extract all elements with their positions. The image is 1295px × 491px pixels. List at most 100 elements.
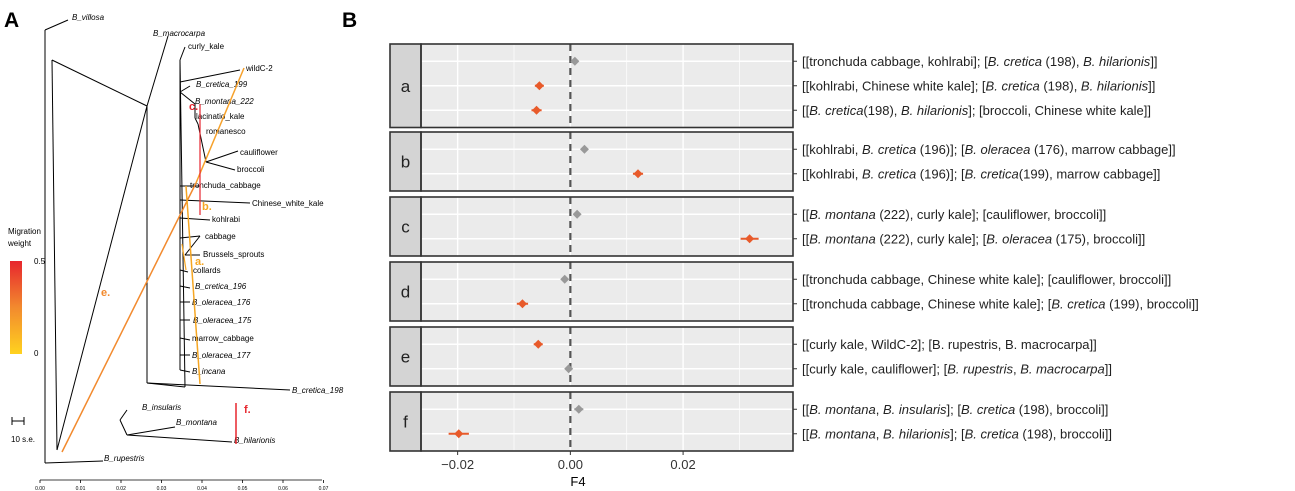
f4-row-label-part: B. oleracea (965, 142, 1031, 157)
tree-tip-label: curly_kale (188, 42, 225, 51)
f4-point (517, 299, 527, 309)
tree-axis-tick-label: 0.06 (278, 486, 288, 491)
f4-x-axis: −0.02 0.00 0.02 (441, 451, 696, 472)
f4-row-label-part: [[ (802, 231, 810, 246)
tree-tip-label: collards (193, 266, 221, 275)
f4-row-label-part: [[kohlrabi, (802, 142, 862, 157)
tree-tip-label: B_oleracea_177 (192, 351, 251, 360)
tree-branch (51, 59, 148, 107)
f4-row-label-part: [[kohlrabi, Chinese white kale]; [ (802, 78, 986, 93)
tree-branch (179, 269, 189, 273)
f4-point (745, 234, 755, 244)
f4-row-label-part: [[tronchuda cabbage, kohlrabi]; [ (802, 54, 988, 69)
f4-row-label-part: (196)]; [ (916, 166, 965, 181)
tree-tip-label: B_rupestris (104, 454, 144, 463)
f4-row-label-part: , (876, 426, 883, 441)
f4-row-label-part: B. cretica (1051, 296, 1105, 311)
migration-label: b. (202, 201, 212, 213)
facet-border (420, 391, 794, 452)
facet-e: [[curly kale, WildC-2]; [B. rupestris, B… (389, 326, 1112, 387)
scale-bar: 10 s.e. (11, 417, 35, 444)
f4-point (534, 81, 544, 91)
f4-row-label-part: (176), marrow cabbage]] (1030, 142, 1175, 157)
tree-tip-label: B_cretica_196 (195, 282, 247, 291)
facet-strip-label: f (403, 413, 408, 432)
migration-label: f. (244, 404, 251, 416)
f4-row-label-part: ]] (1150, 54, 1157, 69)
legend-max-label: 0.5 (34, 257, 46, 266)
f4-row-label-part: B. cretica (961, 402, 1015, 417)
facet-d: [[tronchuda cabbage, Chinese white kale]… (389, 261, 1199, 322)
tree-branch (205, 161, 236, 171)
tree-branch (146, 382, 291, 391)
f4-row-label-part: [[ (802, 402, 810, 417)
f4-point (633, 169, 643, 179)
facet-background (421, 262, 793, 321)
tree-tip-label: tronchuda_cabbage (190, 181, 261, 190)
tree-axis-tick-label: 0.02 (116, 486, 126, 491)
tree-tip-label: wildC-2 (245, 64, 273, 73)
f4-row-label-part: (198), broccoli]] (1015, 402, 1108, 417)
facet-strip-label: a (401, 77, 411, 96)
f4-row-label-part: [[curly kale, WildC-2]; [B. rupestris, B… (802, 337, 1097, 352)
f4-row-label-part: ]; [broccoli, Chinese white kale]] (968, 103, 1151, 118)
tree-branch (179, 59, 186, 388)
tree-branch (119, 409, 128, 421)
f4-point (572, 209, 582, 219)
tree-branch (179, 337, 191, 341)
facet-background (421, 392, 793, 451)
migration-label: e. (101, 287, 110, 299)
f4-row-label: [[kohlrabi, B. cretica (196)]; [B. olera… (802, 142, 1176, 157)
tree-branch (146, 35, 169, 107)
tree-branch (194, 117, 199, 125)
tree-tip-label: B_montana (176, 418, 217, 427)
tree-branch (197, 123, 207, 163)
f4-row-label-part: B. hilarionis (901, 103, 969, 118)
f4-row-label-part: ]; [ (947, 402, 962, 417)
migration-label: c. (189, 101, 198, 113)
tree-tip-label: B_oleracea_175 (193, 316, 252, 325)
f4-row-label-part: , (876, 402, 883, 417)
f4-axis-title: F4 (570, 474, 585, 489)
f4-point (533, 339, 543, 349)
f4-row-label-part: B. insularis (883, 402, 947, 417)
f4-point (570, 56, 580, 66)
facet-c: [[B. montana (222), curly kale]; [caulif… (389, 196, 1145, 257)
panel-b-letter: B (342, 9, 357, 32)
f4-row-label-part: [[ (802, 207, 810, 222)
tree-branch (44, 19, 69, 31)
f4-row-label-part: B. rupestris (947, 361, 1013, 376)
tree-branch (179, 369, 191, 373)
facet-border (420, 261, 794, 322)
tree-tip-label: marrow_cabbage (192, 334, 254, 343)
f4-row-label: [[curly kale, WildC-2]; [B. rupestris, B… (802, 337, 1097, 352)
legend-min-label: 0 (34, 349, 39, 358)
tree-branch (126, 426, 176, 436)
tree-axis-tick-label: 0.03 (157, 486, 167, 491)
f4-row-label-part: [[kohlrabi, (802, 166, 862, 181)
f4-row-label-part: B. cretica (862, 142, 916, 157)
tree-tip-label: romanesco (206, 127, 246, 136)
panel-a-letter: A (4, 9, 19, 32)
f4-row-label: [[B. montana, B. hilarionis]; [B. cretic… (802, 426, 1112, 441)
f4-row-label: [[curly kale, cauliflower]; [B. rupestri… (802, 361, 1112, 376)
facet-strip-label: b (401, 153, 410, 172)
f4-row-label-part: B. hilarionis (1083, 54, 1151, 69)
migration-edges (61, 67, 245, 453)
facet-border (420, 326, 794, 387)
tree-branch (179, 199, 251, 204)
migration-labels: a. b. c. e. f. (101, 101, 251, 416)
facet-strip-label: d (401, 283, 410, 302)
tree-branch (205, 150, 239, 163)
tree-tip-label: B_montana_222 (195, 97, 254, 106)
tree-axis-tick-label: 0.04 (197, 486, 207, 491)
tree-branch (44, 460, 104, 464)
facet-strip (389, 131, 422, 192)
f4-row-label-part: B. hilarionis (1081, 78, 1149, 93)
f4-row-label-part: B. cretica (965, 166, 1019, 181)
facet-f: [[B. montana, B. insularis]; [B. cretica… (389, 391, 1112, 452)
f4-row-label-part: (198), (1040, 78, 1081, 93)
tree-tip-label: cabbage (205, 232, 236, 241)
f4-row-label: [[kohlrabi, Chinese white kale]; [B. cre… (802, 78, 1155, 93)
tree-branch (56, 105, 148, 451)
